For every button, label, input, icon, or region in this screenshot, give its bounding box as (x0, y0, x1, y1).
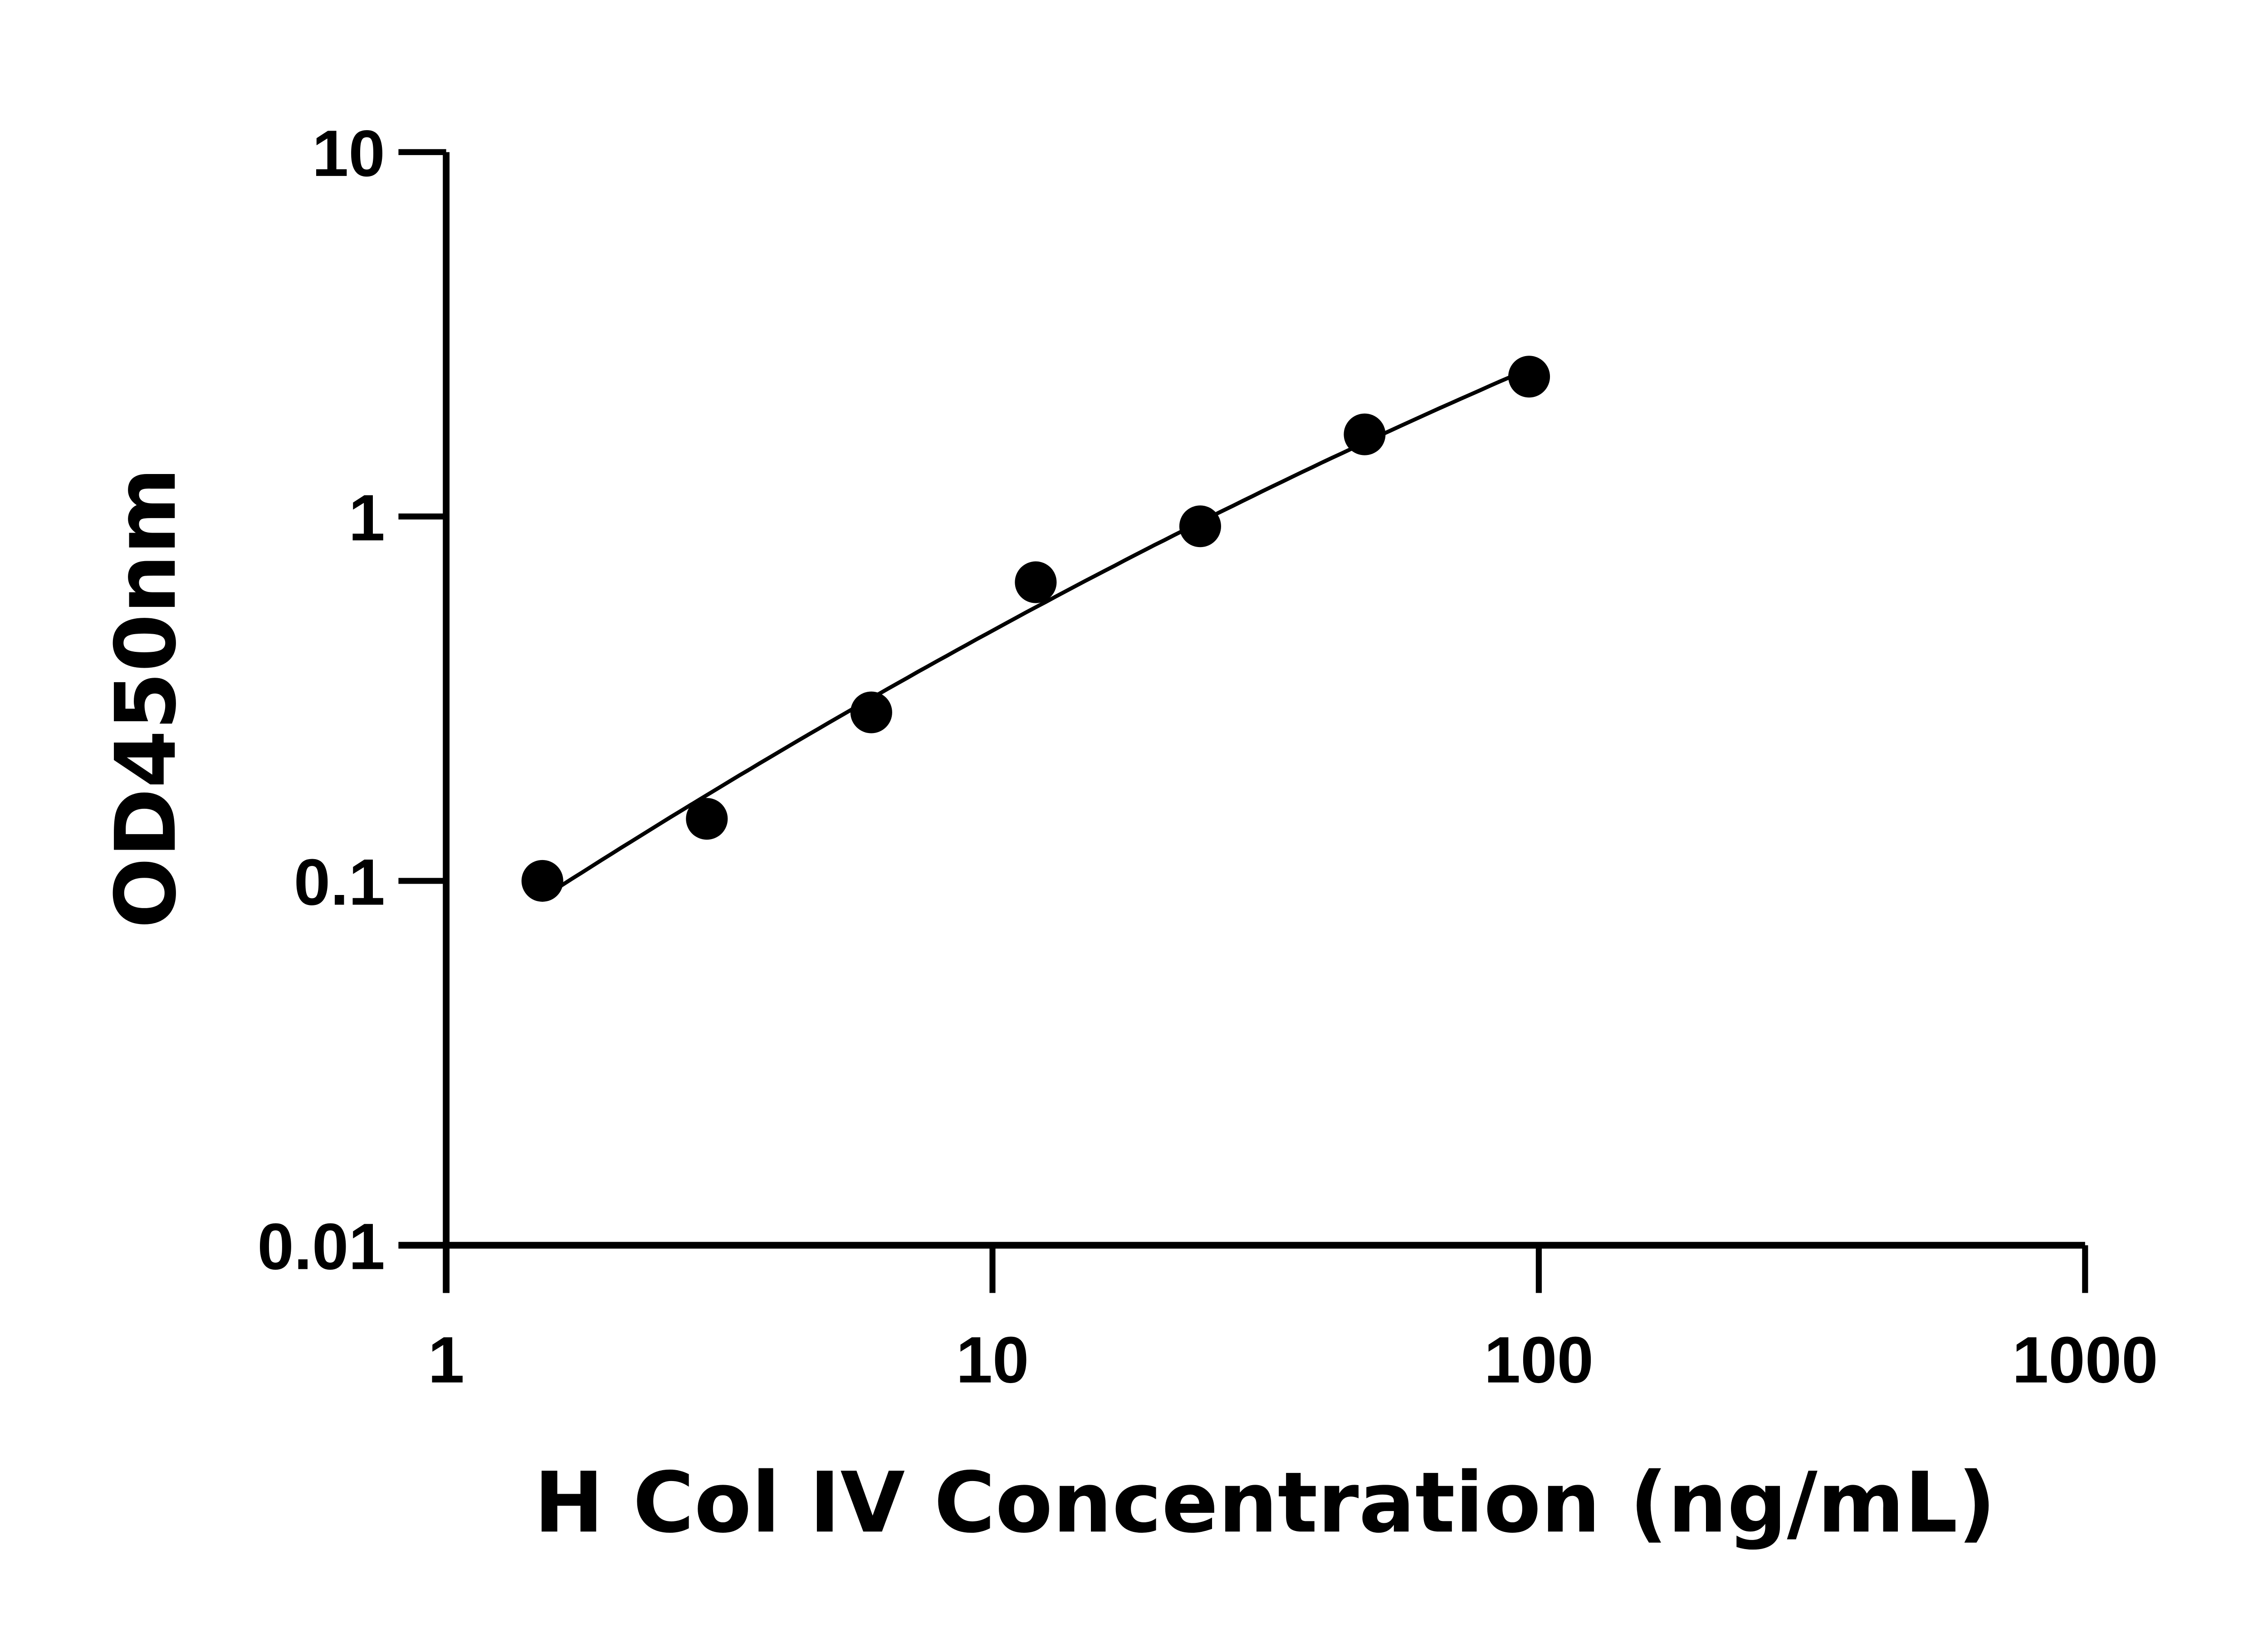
data-point (521, 860, 563, 902)
data-point (686, 798, 728, 840)
x-axis-title: H Col IV Concentration (ng/mL) (534, 1454, 1996, 1551)
y-tick-label: 1 (348, 481, 385, 554)
y-tick-label: 0.1 (294, 846, 385, 919)
axes (398, 152, 2085, 1293)
x-tick-label: 1000 (2012, 1323, 2158, 1397)
data-point (1344, 413, 1386, 455)
data-point (850, 691, 892, 733)
y-tick-label: 0.01 (257, 1210, 385, 1283)
data-point (1508, 356, 1550, 398)
data-points (521, 356, 1550, 902)
ticks: 1 10 100 1000 0.01 0.1 1 10 (257, 117, 2158, 1397)
data-point (1179, 505, 1221, 548)
y-tick-label: 10 (312, 117, 385, 190)
x-tick-label: 10 (956, 1323, 1029, 1397)
y-axis-title: OD450nm (98, 467, 195, 928)
x-tick-label: 100 (1484, 1323, 1593, 1397)
x-tick-label: 1 (428, 1323, 464, 1397)
data-point (1015, 561, 1057, 603)
